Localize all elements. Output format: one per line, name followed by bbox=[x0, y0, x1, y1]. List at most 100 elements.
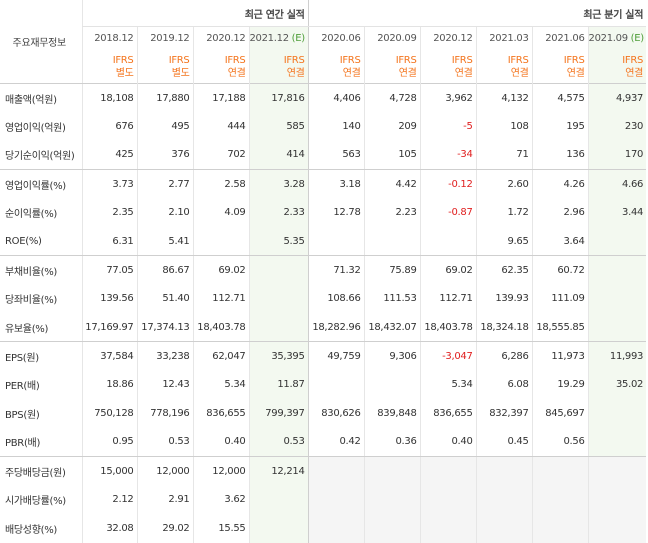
table-cell: -0.87 bbox=[419, 198, 477, 227]
column-date: 2019.12 bbox=[150, 33, 190, 44]
table-cell: 136 bbox=[531, 140, 589, 171]
annual-group-header: 최근 연간 실적 bbox=[81, 0, 309, 27]
table-row: 영업이익률(%) 3.73 2.77 2.58 3.28 3.18 4.42 -0.12 2.6… bbox=[0, 169, 647, 199]
table-cell bbox=[587, 313, 647, 343]
column-ifrs-header: IFRS 연결 bbox=[475, 50, 533, 84]
table-cell bbox=[307, 513, 365, 543]
table-cell: 11,993 bbox=[587, 341, 647, 371]
table-cell: 3.28 bbox=[248, 169, 309, 199]
column-date-header: 2020.12 bbox=[419, 26, 477, 50]
table-cell bbox=[363, 226, 421, 257]
column-ifrs-header: IFRS 별도 bbox=[136, 50, 193, 84]
table-cell: 60.72 bbox=[531, 255, 589, 285]
table-cell: 0.40 bbox=[192, 427, 249, 457]
table-cell: 832,397 bbox=[475, 399, 533, 428]
column-date: 2021.12 bbox=[249, 33, 289, 44]
table-cell: 4,406 bbox=[307, 83, 365, 113]
table-cell: 6,286 bbox=[475, 341, 533, 371]
table-cell: 18,555.85 bbox=[531, 313, 589, 343]
table-cell bbox=[363, 456, 421, 486]
table-cell: 11,973 bbox=[531, 341, 589, 371]
column-ifrs-header: IFRS 연결 bbox=[531, 50, 589, 84]
table-cell: 12.78 bbox=[307, 198, 365, 227]
table-row: 배당성향(%) 32.08 29.02 15.55 bbox=[0, 513, 647, 543]
table-cell bbox=[587, 226, 647, 257]
table-cell: 4,575 bbox=[531, 83, 589, 113]
table-cell: -0.12 bbox=[419, 169, 477, 199]
table-cell bbox=[587, 399, 647, 428]
table-cell: 18,108 bbox=[81, 83, 137, 113]
table-cell bbox=[419, 456, 477, 486]
table-cell: 17,169.97 bbox=[81, 313, 137, 343]
ifrs-label: IFRS bbox=[563, 54, 585, 66]
table-cell: 3.73 bbox=[81, 169, 137, 199]
table-cell: 111.53 bbox=[363, 284, 421, 313]
table-row: 유보율(%) 17,169.97 17,374.13 18,403.78 18,282.… bbox=[0, 313, 647, 343]
table-cell: 414 bbox=[248, 140, 309, 171]
table-cell: 12,000 bbox=[136, 456, 193, 486]
table-cell: 62.35 bbox=[475, 255, 533, 285]
table-cell: 2.10 bbox=[136, 198, 193, 227]
row-label: PBR(배) bbox=[0, 427, 82, 457]
table-cell bbox=[475, 485, 533, 514]
column-date: 2020.12 bbox=[206, 33, 246, 44]
table-cell: 4.42 bbox=[363, 169, 421, 199]
table-cell bbox=[475, 513, 533, 543]
table-cell: 111.09 bbox=[531, 284, 589, 313]
table-row: 영업이익(억원) 676 495 444 585 140 209 -5 108 195 230 bbox=[0, 112, 647, 141]
column-date-header: 2020.09 bbox=[363, 26, 421, 50]
table-row: PER(배) 18.86 12.43 5.34 11.87 5.34 6.08 19.29 35… bbox=[0, 370, 647, 400]
column-date: 2018.12 bbox=[94, 33, 134, 44]
table-cell: 12.43 bbox=[136, 370, 193, 400]
basis-label: 연결 bbox=[566, 67, 585, 79]
table-cell: 836,655 bbox=[419, 399, 477, 428]
row-label: 당기순이익(억원) bbox=[0, 140, 82, 171]
column-ifrs-header: IFRS 연결 bbox=[419, 50, 477, 84]
table-cell: 702 bbox=[192, 140, 249, 171]
table-cell: 62,047 bbox=[192, 341, 249, 371]
table-cell: 0.45 bbox=[475, 427, 533, 457]
table-cell bbox=[475, 456, 533, 486]
table-cell bbox=[363, 513, 421, 543]
basis-label: 연결 bbox=[227, 67, 246, 79]
table-cell: 2.96 bbox=[531, 198, 589, 227]
table-cell: 6.31 bbox=[81, 226, 137, 257]
table-cell: 17,374.13 bbox=[136, 313, 193, 343]
table-cell bbox=[248, 513, 309, 543]
basis-label: 연결 bbox=[342, 67, 361, 79]
table-cell bbox=[307, 485, 365, 514]
table-cell: 799,397 bbox=[248, 399, 309, 428]
basis-label: 연결 bbox=[286, 67, 305, 79]
table-cell: 9.65 bbox=[475, 226, 533, 257]
table-cell bbox=[587, 255, 647, 285]
table-cell bbox=[587, 284, 647, 313]
table-cell: -5 bbox=[419, 112, 477, 141]
table-row: 매출액(억원) 18,108 17,880 17,188 17,816 4,406 4,72… bbox=[0, 83, 647, 113]
column-date-header: 2020.06 bbox=[307, 26, 365, 50]
ifrs-label: IFRS bbox=[168, 54, 190, 66]
estimate-tag: (E) bbox=[630, 33, 645, 44]
column-ifrs-header: IFRS 연결 bbox=[192, 50, 249, 84]
table-cell: 0.56 bbox=[531, 427, 589, 457]
column-date-header: 2020.12 bbox=[192, 26, 249, 50]
row-label: BPS(원) bbox=[0, 399, 82, 428]
table-cell: -3,047 bbox=[419, 341, 477, 371]
table-row: 부채비율(%) 77.05 86.67 69.02 71.32 75.89 69.02 62.… bbox=[0, 255, 647, 285]
ifrs-label: IFRS bbox=[224, 54, 246, 66]
table-row: 당좌비율(%) 139.56 51.40 112.71 108.66 111.53 112.… bbox=[0, 284, 647, 313]
table-cell: 112.71 bbox=[419, 284, 477, 313]
table-cell bbox=[248, 313, 309, 343]
table-cell: 0.36 bbox=[363, 427, 421, 457]
table-cell: 2.23 bbox=[363, 198, 421, 227]
table-cell bbox=[531, 513, 589, 543]
ifrs-label: IFRS bbox=[451, 54, 473, 66]
table-cell: 140 bbox=[307, 112, 365, 141]
table-cell: 425 bbox=[81, 140, 137, 171]
table-cell: 9,306 bbox=[363, 341, 421, 371]
table-cell: 49,759 bbox=[307, 341, 365, 371]
table-cell: 51.40 bbox=[136, 284, 193, 313]
column-ifrs-header: IFRS 별도 bbox=[81, 50, 137, 84]
table-cell: 17,188 bbox=[192, 83, 249, 113]
table-cell bbox=[419, 513, 477, 543]
